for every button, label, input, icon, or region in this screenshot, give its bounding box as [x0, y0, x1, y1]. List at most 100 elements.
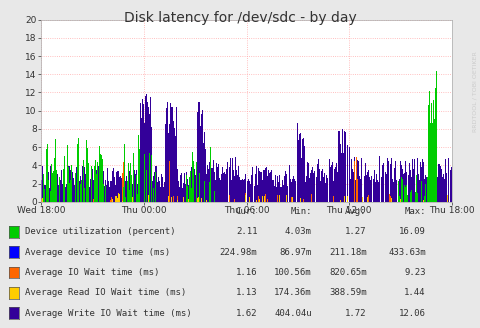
Bar	[299, 123, 300, 202]
Bar	[422, 200, 423, 202]
Bar	[442, 174, 443, 202]
Bar	[156, 166, 157, 202]
Bar	[91, 199, 92, 202]
Bar	[91, 166, 92, 202]
Bar	[187, 167, 188, 202]
Bar	[221, 174, 222, 202]
Bar	[190, 186, 191, 202]
Bar	[266, 176, 267, 202]
Bar	[307, 163, 308, 202]
Bar	[240, 180, 241, 202]
Bar	[65, 174, 66, 202]
Bar	[95, 160, 96, 202]
Bar	[430, 174, 431, 202]
Bar	[388, 194, 389, 202]
Bar	[106, 185, 107, 202]
Bar	[317, 159, 318, 202]
Bar	[250, 184, 251, 202]
Bar	[400, 177, 401, 202]
Bar	[335, 163, 336, 202]
Bar	[398, 196, 399, 202]
Bar	[63, 176, 64, 202]
Bar	[170, 103, 171, 202]
Bar	[407, 171, 408, 202]
Bar	[214, 173, 215, 202]
Bar	[72, 173, 73, 202]
Bar	[186, 186, 187, 202]
Bar	[305, 182, 306, 202]
Bar	[102, 159, 103, 202]
Bar	[230, 157, 231, 202]
Bar	[135, 193, 136, 202]
Bar	[55, 139, 56, 202]
Bar	[183, 197, 184, 202]
Bar	[379, 175, 380, 202]
Bar	[277, 181, 278, 202]
Bar	[399, 161, 400, 202]
Bar	[386, 158, 387, 202]
Bar	[258, 196, 259, 202]
Bar	[77, 144, 78, 202]
Bar	[267, 177, 268, 202]
Bar	[94, 176, 95, 202]
Text: Avg:: Avg:	[344, 207, 366, 216]
Bar	[245, 193, 246, 202]
Bar	[44, 197, 45, 202]
Bar	[360, 165, 361, 202]
Bar	[381, 165, 382, 202]
Bar	[66, 184, 67, 202]
Text: 86.97m: 86.97m	[279, 248, 311, 257]
Bar	[294, 181, 295, 202]
Bar	[186, 179, 187, 202]
Bar	[180, 173, 181, 202]
Bar	[137, 184, 138, 202]
Bar	[434, 88, 435, 202]
Bar	[398, 179, 399, 202]
Bar	[75, 174, 76, 202]
Bar	[426, 199, 427, 202]
Bar	[259, 199, 260, 202]
Bar	[46, 187, 47, 202]
Bar	[437, 164, 438, 202]
Bar	[404, 161, 405, 202]
Bar	[188, 199, 189, 202]
Bar	[373, 170, 374, 202]
Bar	[139, 150, 140, 202]
Text: 1.44: 1.44	[403, 288, 425, 297]
Bar	[95, 185, 96, 202]
Bar	[80, 184, 81, 202]
Bar	[428, 163, 429, 202]
Bar	[189, 177, 190, 202]
Bar	[153, 188, 154, 202]
Bar	[89, 172, 90, 202]
Bar	[302, 199, 303, 202]
Bar	[379, 198, 380, 202]
Bar	[154, 180, 155, 202]
Bar	[145, 99, 146, 202]
Bar	[163, 182, 164, 202]
Bar	[264, 194, 265, 202]
Bar	[122, 201, 123, 202]
Bar	[78, 173, 79, 202]
Bar	[416, 193, 417, 202]
Text: 1.13: 1.13	[235, 288, 257, 297]
Bar	[262, 181, 263, 202]
Bar	[74, 195, 75, 202]
Bar	[431, 127, 432, 202]
Bar	[355, 173, 356, 202]
Bar	[51, 183, 52, 202]
Bar	[243, 166, 244, 202]
Bar	[82, 166, 83, 202]
Bar	[126, 167, 127, 202]
Bar	[202, 110, 203, 202]
Bar	[275, 187, 276, 202]
Bar	[415, 198, 416, 202]
Bar	[62, 184, 63, 202]
Bar	[231, 179, 232, 202]
Bar	[435, 199, 436, 202]
Bar	[426, 163, 427, 202]
Bar	[427, 168, 428, 202]
Bar	[211, 169, 212, 202]
Bar	[346, 140, 347, 202]
Bar	[406, 195, 407, 202]
